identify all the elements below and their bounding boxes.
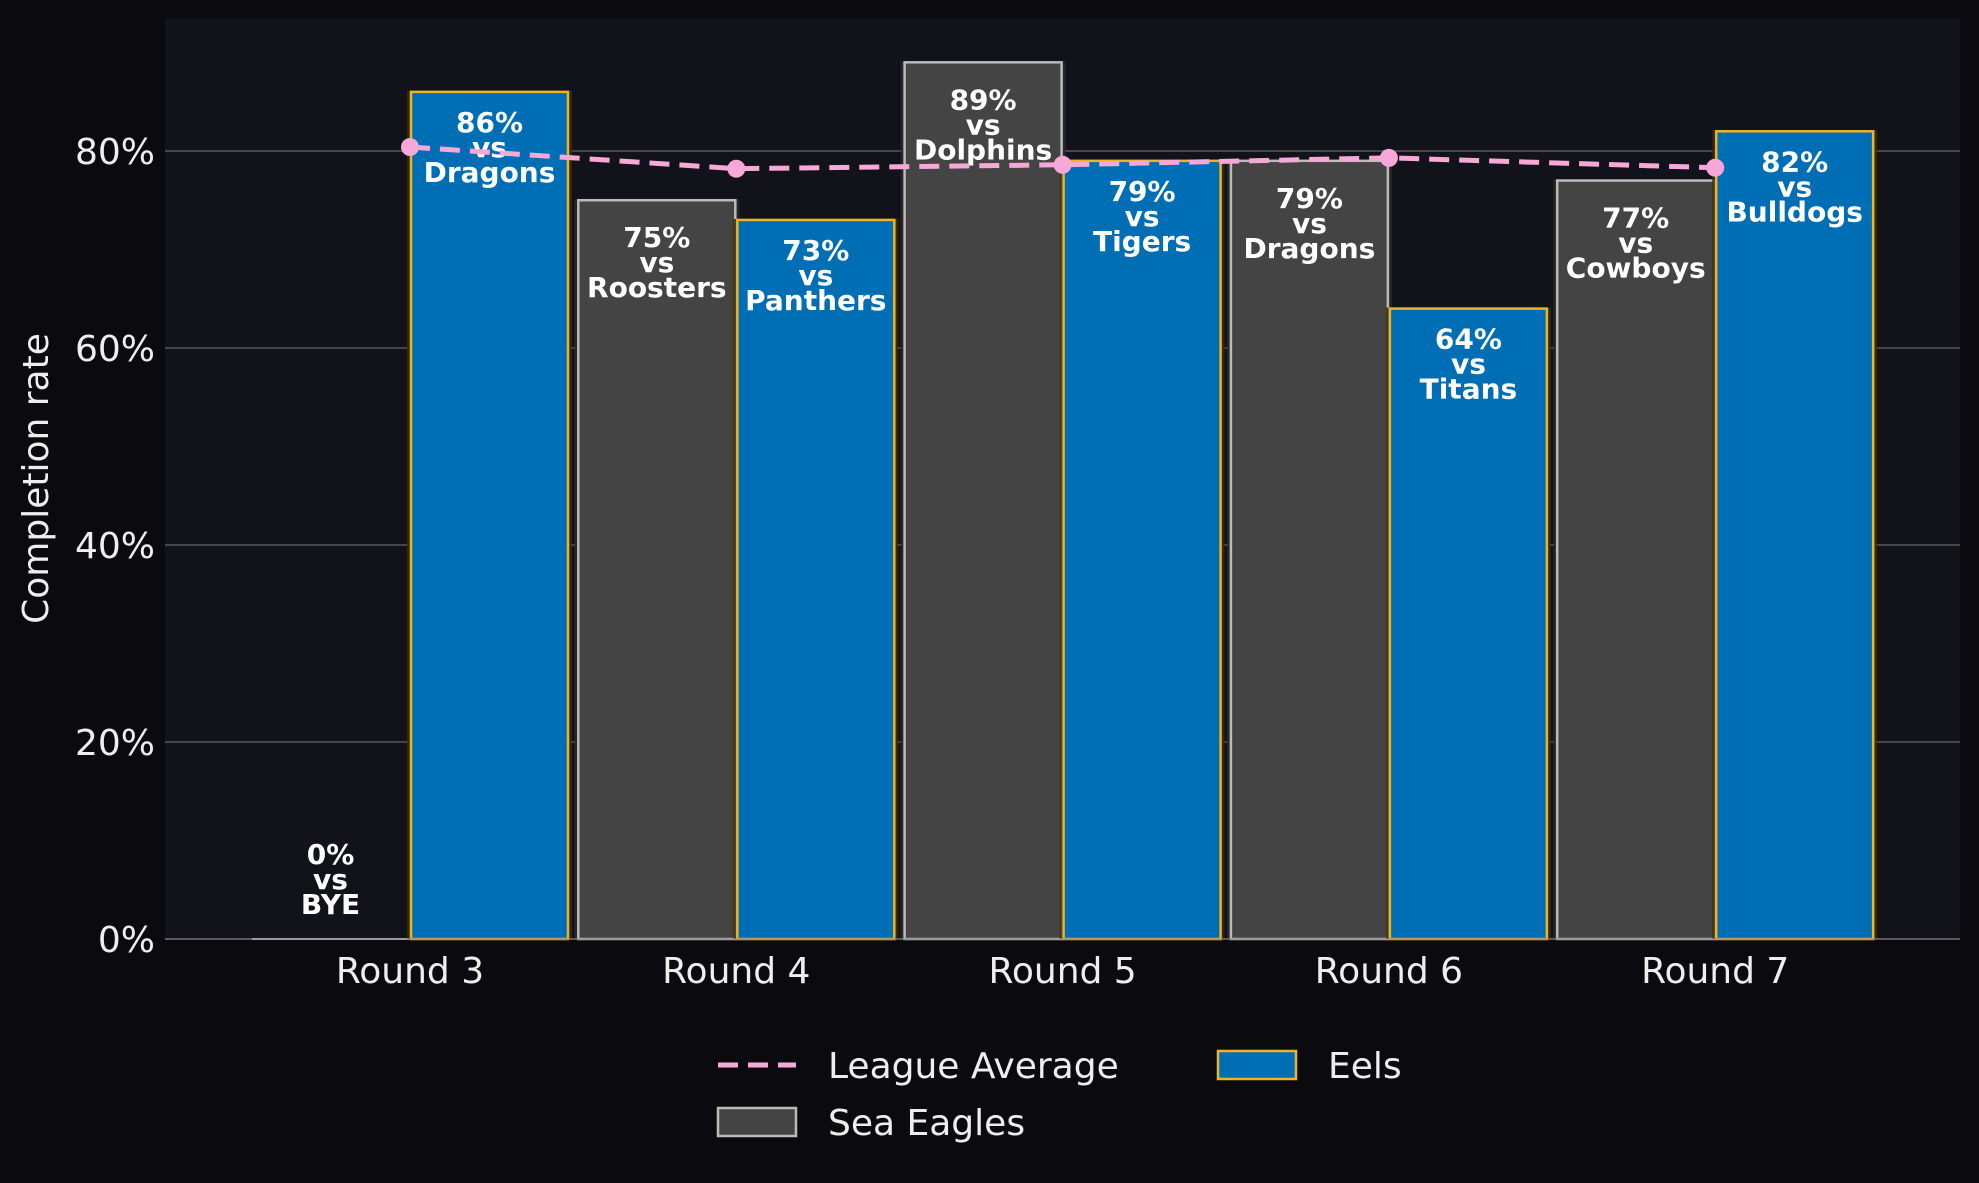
y-axis-label: Completion rate: [16, 333, 57, 624]
y-tick-label: 0%: [98, 920, 155, 961]
sea-eagles-data-label: 75%: [623, 221, 690, 254]
league-average-point: [727, 159, 746, 178]
eels-data-label: Tigers: [1093, 225, 1191, 258]
x-tick-label: Round 4: [662, 951, 810, 992]
sea-eagles-data-label: vs: [966, 108, 1001, 141]
x-tick-label: Round 5: [988, 951, 1136, 992]
sea-eagles-data-label: 89%: [950, 83, 1017, 116]
league-average-point: [1706, 158, 1725, 177]
eels-bar: [1062, 159, 1222, 941]
eels-data-label: vs: [798, 259, 833, 292]
sea-eagles-data-label: vs: [1292, 207, 1327, 240]
eels-data-label: vs: [1451, 348, 1486, 381]
legend-label: Eels: [1328, 1046, 1402, 1087]
legend-swatch: [716, 1106, 798, 1138]
x-tick-label: Round 3: [336, 951, 484, 992]
sea-eagles-data-label: 77%: [1602, 202, 1669, 235]
x-tick-label: Round 7: [1641, 951, 1789, 992]
y-tick-label: 20%: [75, 723, 155, 764]
sea-eagles-data-label: Cowboys: [1566, 252, 1706, 285]
x-tick-label: Round 6: [1315, 951, 1463, 992]
league-average-point: [401, 138, 419, 157]
eels-data-label: vs: [1777, 170, 1812, 203]
eels-data-label: Bulldogs: [1726, 195, 1862, 228]
sea-eagles-data-label: vs: [639, 246, 674, 279]
eels-data-label: vs: [472, 131, 507, 164]
sea-eagles-data-label: Dragons: [1243, 232, 1375, 265]
eels-data-label: Panthers: [745, 284, 886, 317]
eels-bar: [409, 90, 570, 941]
sea-eagles-data-label: Roosters: [587, 271, 727, 304]
sea-eagles-data-label: Dolphins: [914, 133, 1052, 166]
eels-data-label: 82%: [1761, 145, 1828, 178]
y-tick-label: 60%: [75, 329, 155, 370]
eels-data-label: 64%: [1435, 323, 1502, 356]
eels-bar: [736, 218, 896, 941]
sea-eagles-data-label: 79%: [1276, 182, 1343, 215]
legend-label: League Average: [828, 1046, 1119, 1087]
league-average-point: [1053, 155, 1072, 174]
y-tick-label: 80%: [75, 132, 155, 173]
eels-data-label: 79%: [1109, 175, 1176, 208]
y-tick-label: 40%: [75, 526, 155, 567]
sea-eagles-bar: [903, 61, 1063, 941]
sea-eagles-bar: [1229, 159, 1390, 941]
legend-label: Sea Eagles: [828, 1103, 1025, 1144]
sea-eagles-bar: [577, 198, 737, 941]
sea-eagles-data-label: 0%: [307, 838, 355, 871]
eels-data-label: Titans: [1420, 373, 1518, 406]
sea-eagles-data-label: vs: [1618, 227, 1653, 260]
sea-eagles-data-label: BYE: [301, 888, 360, 921]
eels-data-label: vs: [1125, 200, 1160, 233]
eels-data-label: 73%: [782, 234, 849, 267]
eels-data-label: Dragons: [424, 156, 556, 189]
legend-swatch: [1216, 1049, 1298, 1081]
eels-data-label: 86%: [456, 106, 523, 139]
league-average-point: [1379, 148, 1398, 167]
eels-bar: [1714, 130, 1875, 941]
eels-bar: [1388, 307, 1549, 941]
sea-eagles-bar: [1555, 179, 1716, 941]
league-average-line: [409, 144, 1716, 172]
sea-eagles-data-label: vs: [313, 863, 348, 896]
